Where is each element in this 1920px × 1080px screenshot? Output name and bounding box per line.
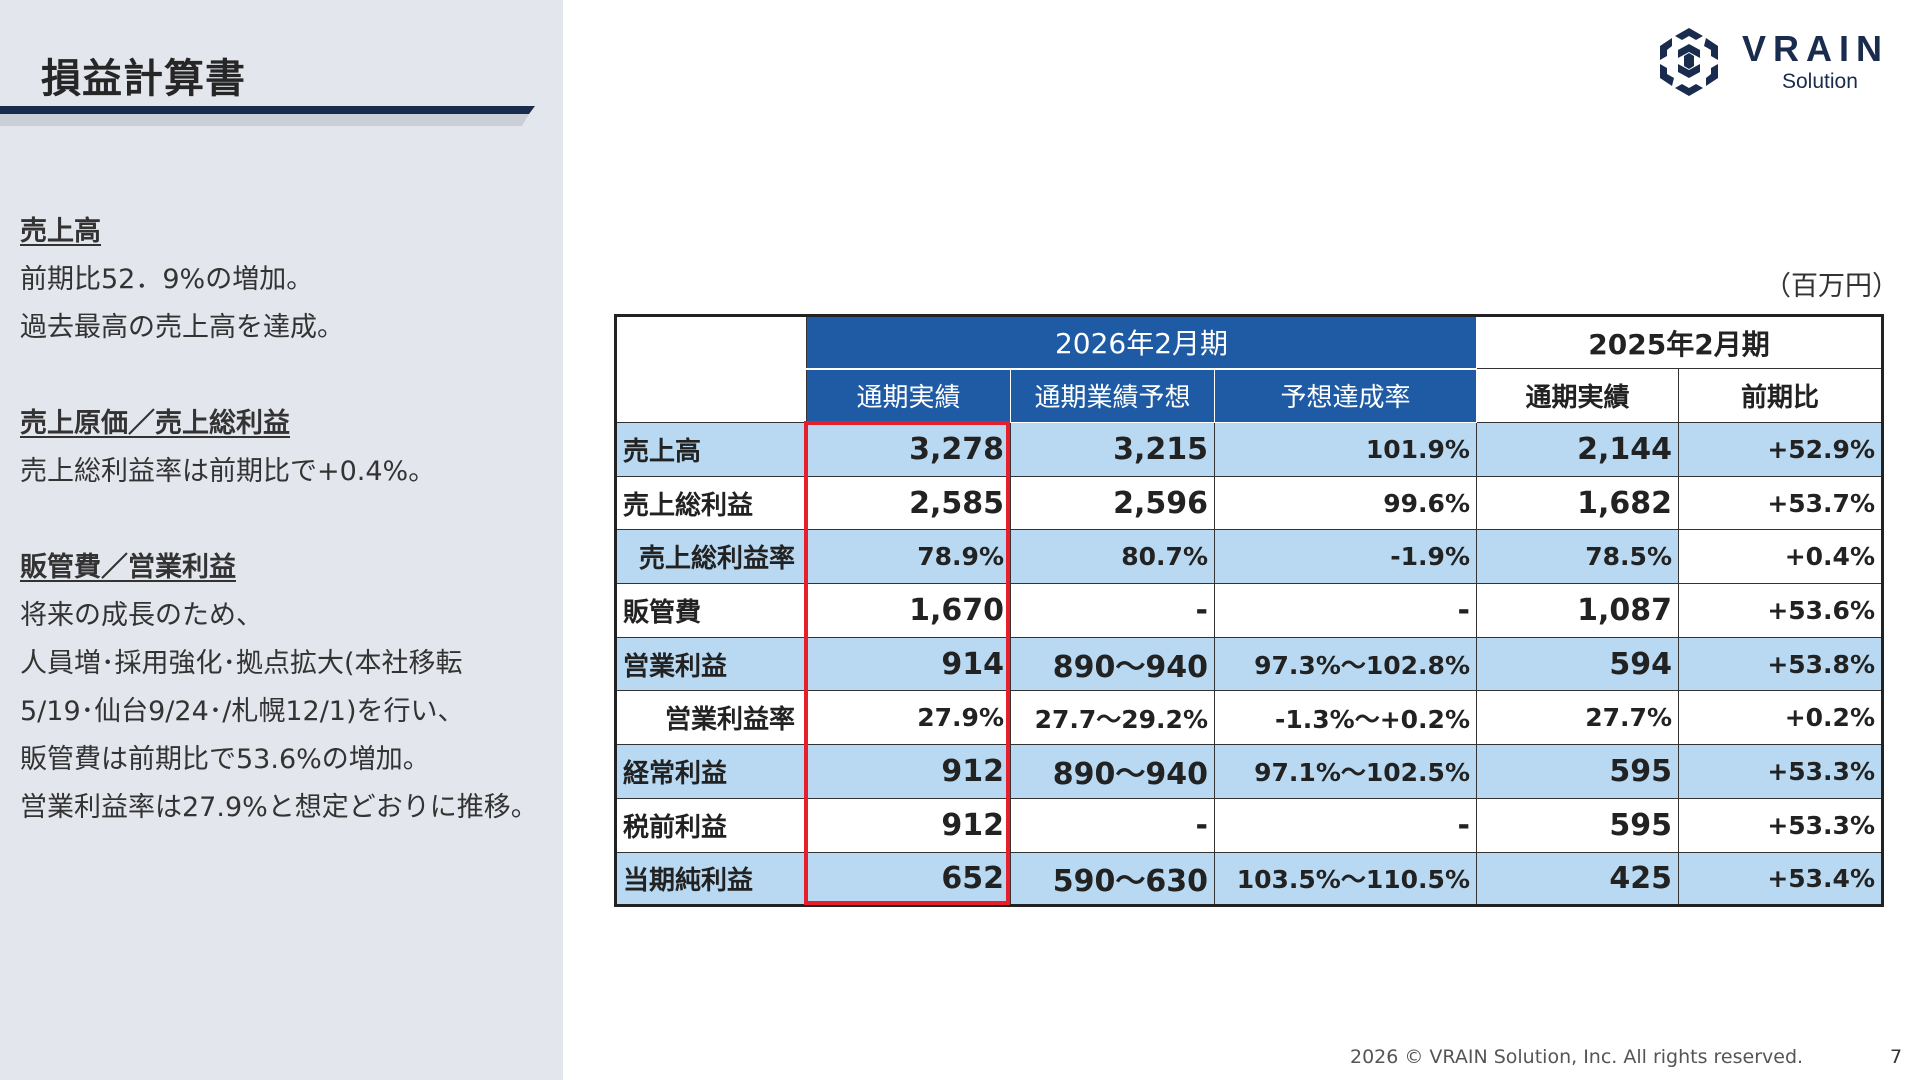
commentary-line: 将来の成長のため、: [20, 600, 263, 631]
table-cell: 3,278: [806, 422, 1011, 477]
table-cell: 914: [806, 636, 1011, 692]
table-row: 営業利益 914 890～940 97.3%～102.8% 594 +53.8%: [615, 636, 1883, 692]
commentary-line: 前期比52．9%の増加。: [20, 264, 314, 295]
table-cell: 78.5%: [1476, 529, 1679, 585]
table-cell: 1,087: [1476, 583, 1679, 638]
logo-mark-icon: [1660, 28, 1718, 96]
table-cell: +53.4%: [1678, 851, 1883, 907]
table-cell: 595: [1476, 744, 1679, 799]
table-cell: +53.7%: [1678, 475, 1883, 531]
column-header: 前期比: [1678, 368, 1883, 423]
table-cell: 594: [1476, 636, 1679, 692]
column-group-2025: 2025年2月期: [1476, 315, 1883, 369]
row-label: 営業利益率: [615, 690, 807, 746]
left-panel: 損益計算書 売上高 前期比52．9%の増加。 過去最高の売上高を達成。 売上原価…: [0, 0, 563, 1080]
table-row: 売上高 3,278 3,215 101.9% 2,144 +52.9%: [615, 422, 1883, 477]
table-cell: 912: [806, 797, 1011, 853]
table-cell: 27.7～29.2%: [1010, 690, 1215, 746]
table-cell: 80.7%: [1010, 529, 1215, 585]
commentary: 売上高 前期比52．9%の増加。 過去最高の売上高を達成。 売上原価／売上総利益…: [20, 208, 560, 832]
table-cell: +0.2%: [1678, 690, 1883, 746]
table-cell: 3,215: [1010, 422, 1215, 477]
title-underline-bar: [0, 104, 535, 126]
table-row: 売上総利益 2,585 2,596 99.6% 1,682 +53.7%: [615, 475, 1883, 531]
table-row: 販管費 1,670 - - 1,087 +53.6%: [615, 583, 1883, 638]
table-row: 経常利益 912 890～940 97.1%～102.5% 595 +53.3%: [615, 744, 1883, 799]
table-corner: [615, 315, 807, 423]
table-cell: 2,596: [1010, 475, 1215, 531]
commentary-section-sga: 販管費／営業利益 将来の成長のため、 人員増･採用強化･拠点拡大(本社移転 5/…: [20, 544, 560, 832]
table-cell: 890～940: [1010, 636, 1215, 692]
copyright-footer: 2026 © VRAIN Solution, Inc. All rights r…: [1350, 1046, 1804, 1068]
row-label: 販管費: [615, 583, 807, 638]
table-header-row: 2026年2月期 2025年2月期: [615, 315, 1883, 423]
table-cell: 912: [806, 744, 1011, 799]
column-header: 通期業績予想: [1010, 368, 1215, 423]
table-cell: -: [1214, 797, 1477, 853]
table-cell: -1.9%: [1214, 529, 1477, 585]
page-number: 7: [1890, 1046, 1903, 1068]
income-statement-table: 2026年2月期 2025年2月期 通期実績 通期業績予想 予想達成率 通期実績…: [614, 314, 1884, 908]
column-header: 通期実績: [1476, 368, 1679, 423]
table-cell: 652: [806, 851, 1011, 907]
row-label: 経常利益: [615, 744, 807, 799]
table-cell: 99.6%: [1214, 475, 1477, 531]
row-label: 売上高: [615, 422, 807, 477]
commentary-line: 人員増･採用強化･拠点拡大(本社移転: [20, 648, 463, 679]
section-heading: 売上高: [20, 216, 101, 247]
column-header: 予想達成率: [1214, 368, 1477, 423]
column-header: 通期実績: [806, 368, 1011, 423]
table-cell: 890～940: [1010, 744, 1215, 799]
logo-subtitle: Solution: [1782, 70, 1858, 93]
table-cell: 2,144: [1476, 422, 1679, 477]
commentary-line: 販管費は前期比で53.6%の増加。: [20, 744, 430, 775]
section-heading: 販管費／営業利益: [20, 552, 236, 583]
table-cell: 425: [1476, 851, 1679, 907]
table-cell: 78.9%: [806, 529, 1011, 585]
table-subheader-row: 通期実績 通期業績予想 予想達成率 通期実績 前期比: [616, 368, 1883, 423]
commentary-line: 過去最高の売上高を達成。: [20, 312, 344, 343]
section-heading: 売上原価／売上総利益: [20, 408, 290, 439]
table-cell: 103.5%～110.5%: [1214, 851, 1477, 907]
commentary-section-gross-profit: 売上原価／売上総利益 売上総利益率は前期比で+0.4%。: [20, 400, 560, 496]
logo-wordmark: VRAIN: [1742, 28, 1890, 69]
table-cell: -1.3%～+0.2%: [1214, 690, 1477, 746]
table-row: 税前利益 912 - - 595 +53.3%: [615, 797, 1883, 853]
commentary-line: 売上総利益率は前期比で+0.4%。: [20, 456, 436, 487]
table-cell: 97.3%～102.8%: [1214, 636, 1477, 692]
row-label: 当期純利益: [615, 851, 807, 907]
table-row: 営業利益率 27.9% 27.7～29.2% -1.3%～+0.2% 27.7%…: [615, 690, 1883, 746]
table-cell: +53.3%: [1678, 797, 1883, 853]
table-cell: 1,682: [1476, 475, 1679, 531]
table-row: 売上総利益率 78.9% 80.7% -1.9% 78.5% +0.4%: [615, 529, 1883, 585]
table-cell: 2,585: [806, 475, 1011, 531]
table-cell: 97.1%～102.5%: [1214, 744, 1477, 799]
row-label: 売上総利益率: [615, 529, 807, 585]
table-cell: 1,670: [806, 583, 1011, 638]
table-cell: -: [1010, 583, 1215, 638]
table-cell: +53.3%: [1678, 744, 1883, 799]
page-title: 損益計算書: [41, 56, 246, 102]
row-label: 売上総利益: [615, 475, 807, 531]
table-cell: +53.8%: [1678, 636, 1883, 692]
table-cell: 590～630: [1010, 851, 1215, 907]
commentary-section-sales: 売上高 前期比52．9%の増加。 過去最高の売上高を達成。: [20, 208, 560, 352]
table-cell: 27.9%: [806, 690, 1011, 746]
column-group-2026: 2026年2月期: [806, 315, 1477, 370]
unit-label: （百万円）: [1764, 271, 1899, 302]
vrain-logo: VRAIN Solution: [1654, 26, 1894, 100]
table-row: 当期純利益 652 590～630 103.5%～110.5% 425 +53.…: [615, 851, 1883, 907]
row-label: 税前利益: [615, 797, 807, 853]
commentary-line: 営業利益率は27.9%と想定どおりに推移。: [20, 792, 538, 823]
table-cell: +53.6%: [1678, 583, 1883, 638]
table-cell: 101.9%: [1214, 422, 1477, 477]
table-cell: 27.7%: [1476, 690, 1679, 746]
commentary-line: 5/19･仙台9/24･/札幌12/1)を行い、: [20, 696, 465, 727]
table-cell: 595: [1476, 797, 1679, 853]
table-cell: +52.9%: [1678, 422, 1883, 477]
table-cell: -: [1010, 797, 1215, 853]
row-label: 営業利益: [615, 636, 807, 692]
table-cell: +0.4%: [1678, 529, 1883, 585]
table-cell: -: [1214, 583, 1477, 638]
